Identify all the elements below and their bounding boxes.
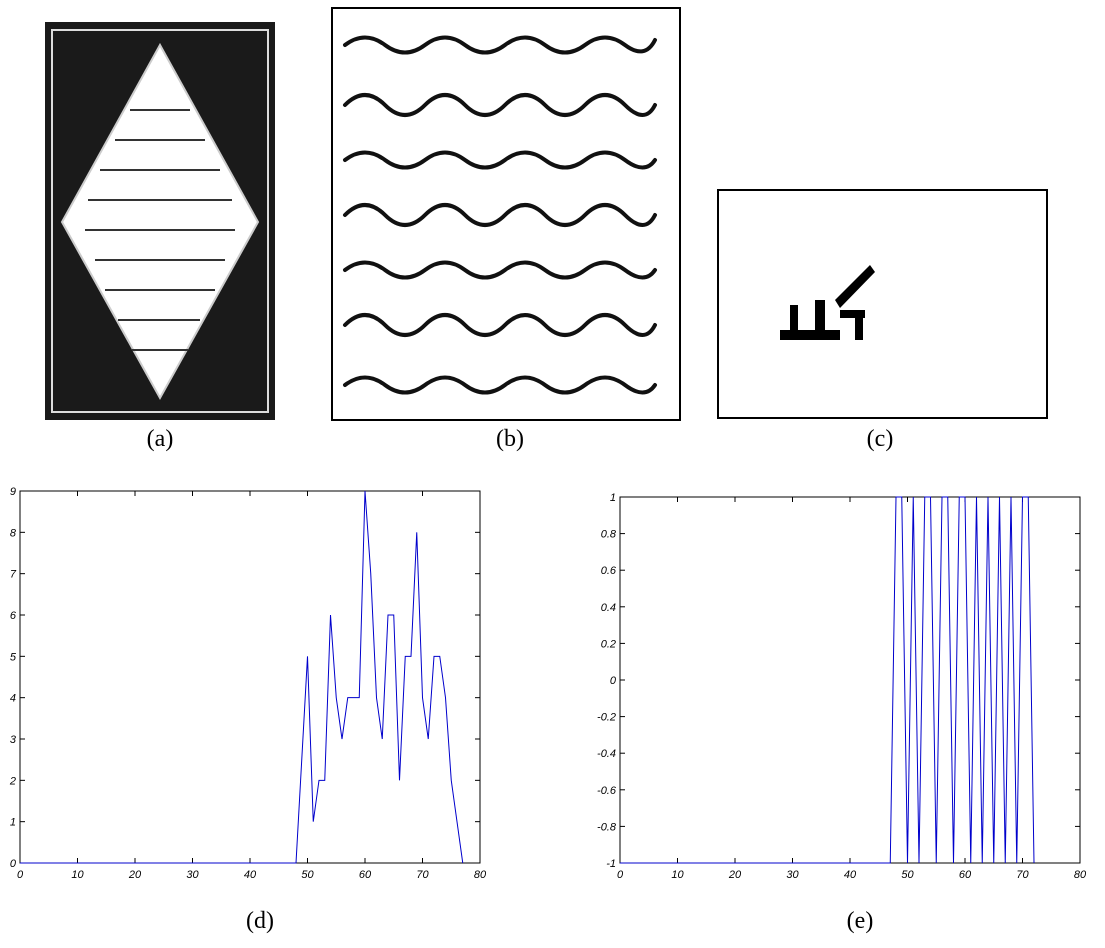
caption: (c) [867, 426, 894, 452]
word-image [718, 190, 1047, 418]
manuscript-page-image [45, 22, 275, 420]
caption: (b) [496, 426, 524, 452]
y-tick-label: 0.8 [601, 529, 617, 541]
y-tick-label: -1 [606, 858, 616, 870]
y-tick-label: 0.2 [601, 638, 616, 650]
y-tick-label: -0.4 [597, 748, 616, 760]
x-tick-label: 70 [1016, 869, 1029, 881]
plot-area [620, 497, 1080, 863]
figure: (a) (b) (c) 010203040506070800123456789(… [0, 0, 1105, 948]
y-tick-label: 1 [610, 492, 616, 504]
y-tick-label: -0.2 [597, 712, 616, 724]
x-tick-label: 10 [671, 869, 684, 881]
x-tick-label: 80 [1074, 869, 1087, 881]
x-tick-label: 60 [359, 869, 372, 881]
caption: (e) [847, 908, 874, 934]
x-tick-label: 10 [71, 869, 84, 881]
y-tick-label: 0 [610, 675, 617, 687]
y-tick-label: 4 [10, 693, 16, 705]
handwriting-image [332, 8, 680, 420]
plot-area [20, 491, 480, 863]
caption: (a) [147, 426, 174, 452]
y-tick-label: 1 [10, 817, 16, 829]
x-tick-label: 30 [186, 869, 199, 881]
x-tick-label: 70 [416, 869, 429, 881]
y-tick-label: 7 [10, 569, 17, 581]
x-tick-label: 50 [901, 869, 914, 881]
y-tick-label: 8 [10, 527, 17, 539]
x-tick-label: 30 [786, 869, 799, 881]
y-tick-label: 2 [9, 775, 16, 787]
y-tick-label: 0 [10, 858, 17, 870]
x-tick-label: 60 [959, 869, 972, 881]
y-tick-label: -0.6 [597, 785, 617, 797]
x-tick-label: 80 [474, 869, 487, 881]
x-tick-label: 20 [728, 869, 742, 881]
y-tick-label: 3 [10, 734, 17, 746]
y-tick-label: 9 [10, 486, 16, 498]
y-tick-label: 6 [10, 610, 17, 622]
y-tick-label: 0.6 [601, 565, 617, 577]
y-tick-label: 5 [10, 651, 17, 663]
x-tick-label: 0 [617, 869, 624, 881]
x-tick-label: 20 [128, 869, 142, 881]
x-tick-label: 0 [17, 869, 24, 881]
x-tick-label: 50 [301, 869, 314, 881]
x-tick-label: 40 [844, 869, 857, 881]
y-tick-label: -0.8 [597, 821, 617, 833]
caption: (d) [246, 908, 274, 934]
x-tick-label: 40 [244, 869, 257, 881]
y-tick-label: 0.4 [601, 602, 616, 614]
